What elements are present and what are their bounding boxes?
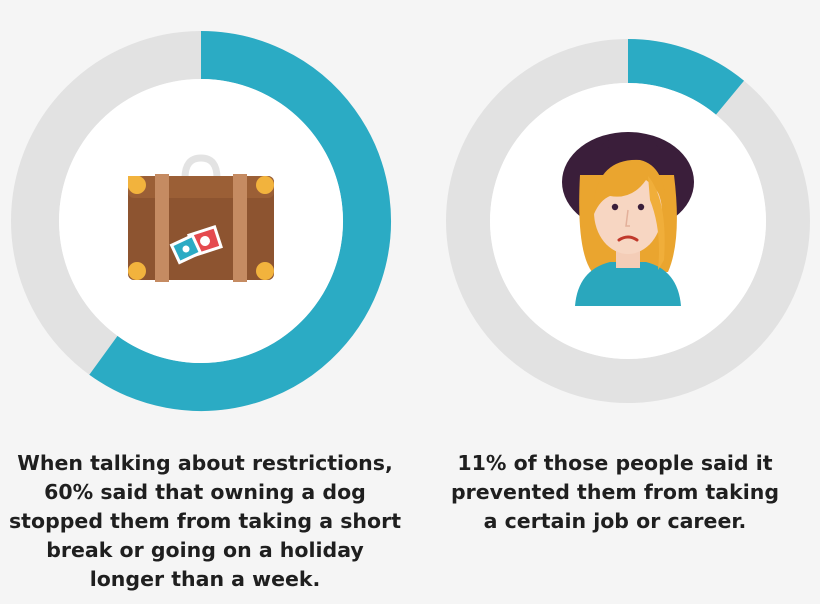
caption-line: stopped them from taking a short [8,509,401,533]
donut-fill-arc [89,31,391,411]
caption-line: 60% said that owning a dog [44,480,366,504]
caption-restrictions: When talking about restrictions, 60% sai… [0,449,410,594]
stat-panel-restrictions: When talking about restrictions, 60% sai… [0,31,410,594]
caption-line: prevented them from taking [450,480,780,504]
caption-line: longer than a week. [89,567,321,591]
donut-fill-arc [627,39,745,116]
stat-panel-career: 11% of those people said it prevented th… [410,0,820,604]
caption-line: break or going on a holiday [46,538,364,562]
caption-line: a certain job or career. [483,509,747,533]
suitcase-icon [128,154,274,282]
donut-chart-restrictions [11,31,391,411]
caption-line: 11% of those people said it [457,451,773,475]
caption-line: When talking about restrictions, [17,451,393,475]
donut-chart-career [446,39,810,403]
caption-career: 11% of those people said it prevented th… [410,449,820,536]
sad-person-icon [562,132,694,306]
